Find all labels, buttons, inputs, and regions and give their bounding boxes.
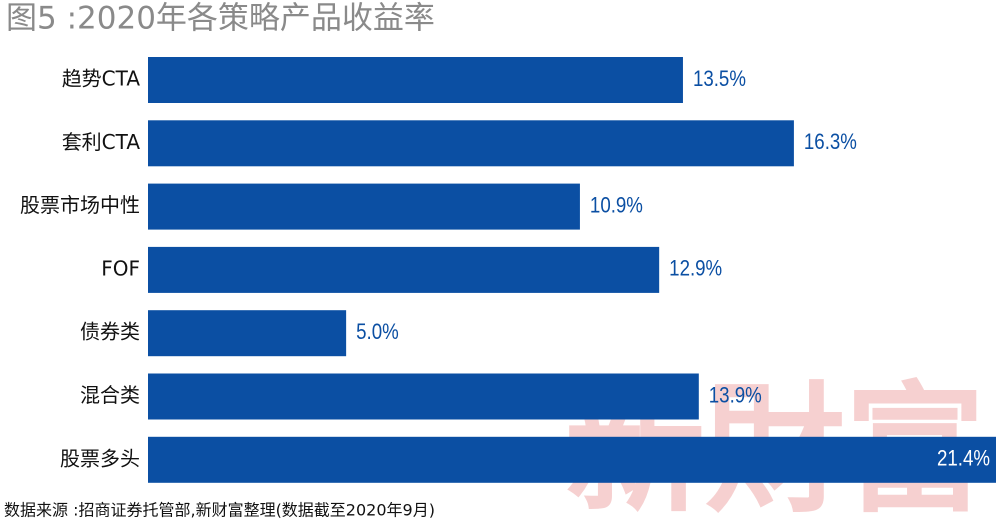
value-label: 13.5% [693, 67, 746, 91]
value-label: 13.9% [709, 384, 762, 408]
value-label: 10.9% [590, 194, 643, 218]
y-tick-label: 套利CTA [62, 130, 141, 154]
bar [148, 246, 660, 293]
bar [148, 310, 347, 357]
value-label: 21.4% [937, 447, 990, 471]
source-note: 数据来源 :招商证券托管部,新财富整理(数据截至2020年9月) [4, 501, 435, 520]
y-tick-label: 趋势CTA [62, 67, 141, 91]
bar [148, 183, 580, 230]
value-label: 5.0% [356, 321, 399, 345]
y-tick-label: FOF [101, 256, 140, 280]
bar [148, 373, 699, 420]
y-tick-label: 债券类 [80, 320, 140, 344]
bar [148, 57, 683, 103]
y-tick-label: 股票市场中性 [20, 193, 140, 217]
bar [148, 436, 996, 483]
value-label: 16.3% [804, 131, 857, 155]
y-tick-label: 股票多头 [60, 446, 140, 470]
chart-title: 图5 :2020年各策略产品收益率 [6, 1, 435, 37]
value-label: 12.9% [669, 257, 722, 281]
y-tick-label: 混合类 [80, 383, 140, 407]
bar [148, 120, 794, 167]
